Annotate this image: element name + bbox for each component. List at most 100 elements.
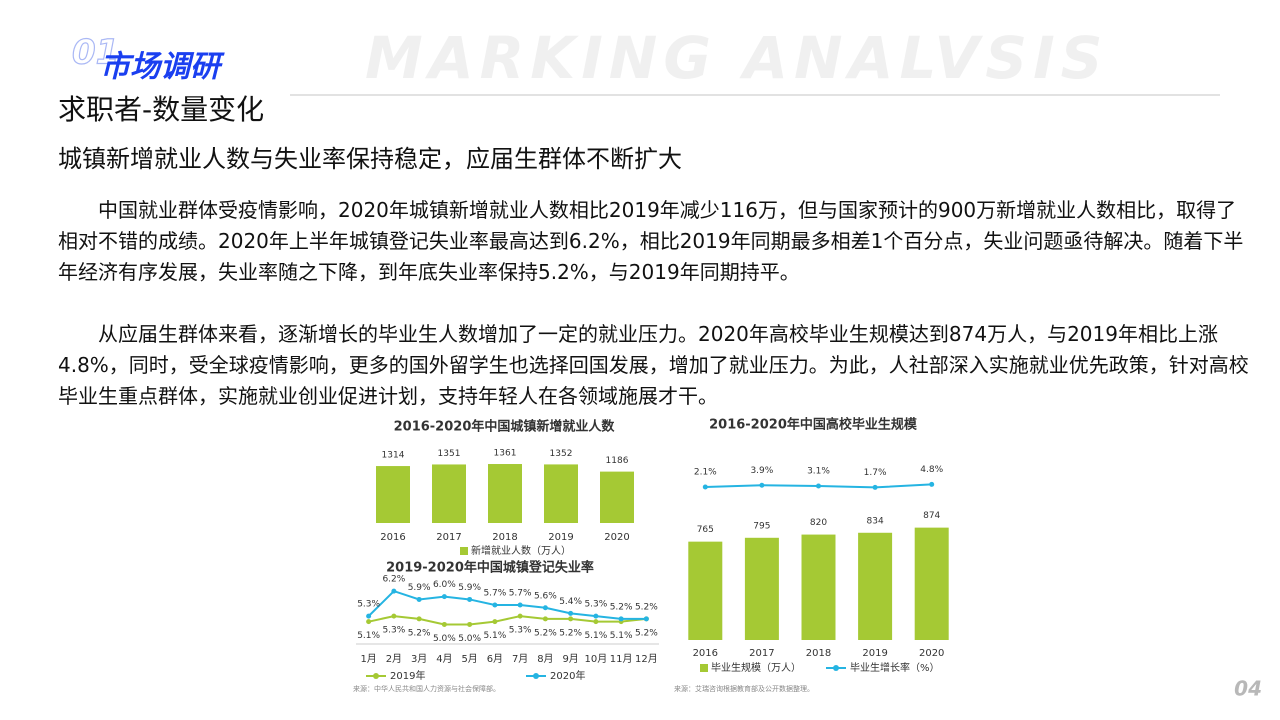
bar [914, 527, 949, 640]
data-label: 5.3% [584, 600, 607, 610]
data-label: 765 [697, 525, 714, 535]
point [517, 602, 523, 608]
data-label: 5.3% [382, 626, 405, 636]
x-tick-label: 2018 [492, 532, 517, 543]
line [368, 615, 647, 626]
data-label: 1361 [494, 449, 517, 459]
data-label: 5.2% [610, 602, 633, 612]
data-label: 5.3% [357, 600, 380, 610]
section-title: 市场调研 [100, 50, 225, 85]
point [517, 613, 523, 619]
data-label: 5.7% [509, 589, 532, 599]
data-label: 5.1% [584, 631, 607, 641]
source-note: 来源：艾瑞咨询根据教育部及公开数据整理。 [674, 684, 814, 693]
data-label: 5.2% [635, 602, 658, 612]
data-label: 5.2% [559, 628, 582, 638]
point [929, 481, 935, 487]
x-tick-label: 2017 [436, 532, 461, 543]
point [366, 619, 372, 625]
data-label: 6.2% [382, 575, 405, 585]
slide-subtitle: 城镇新增就业人数与失业率保持稳定，应届生群体不断扩大 [58, 145, 682, 173]
data-label: 5.0% [433, 634, 456, 644]
legend-dot [373, 673, 379, 679]
legend-label: 毕业生增长率（%） [850, 661, 940, 674]
legend-label: 2019年 [390, 669, 425, 682]
data-label: 5.6% [534, 591, 557, 601]
x-tick-label: 2019 [862, 648, 887, 659]
point [568, 610, 574, 616]
x-tick-label: 5月 [461, 653, 477, 665]
data-label: 5.2% [534, 628, 557, 638]
data-label: 1314 [382, 451, 405, 461]
point [568, 616, 574, 622]
data-label: 5.9% [408, 583, 431, 593]
data-label: 5.1% [357, 631, 380, 641]
data-label: 795 [753, 521, 770, 531]
bar [544, 464, 578, 523]
data-label: 5.0% [458, 634, 481, 644]
data-label: 4.8% [920, 465, 943, 475]
point [542, 605, 548, 611]
legend-dot [833, 665, 839, 671]
page-number: 04 [1234, 677, 1262, 701]
data-label: 834 [867, 516, 884, 526]
legend-swatch [700, 664, 708, 672]
paragraph: 从应届生群体来看，逐渐增长的毕业生人数增加了一定的就业压力。2020年高校毕业生… [58, 322, 1249, 408]
bar [688, 541, 723, 640]
slide-title: 求职者-数量变化 [58, 93, 264, 126]
x-tick-label: 10月 [585, 653, 608, 665]
data-label: 3.9% [750, 466, 773, 476]
x-tick-label: 9月 [562, 653, 578, 665]
point [441, 621, 447, 627]
legend-label: 毕业生规模（万人） [711, 661, 801, 674]
x-tick-label: 2020 [604, 532, 629, 543]
bar [376, 466, 410, 523]
point [643, 616, 649, 622]
point [492, 619, 498, 625]
bar [600, 471, 634, 523]
data-label: 1.7% [864, 468, 887, 478]
point [441, 594, 447, 600]
point [872, 484, 878, 490]
x-tick-label: 2月 [386, 653, 402, 665]
data-label: 5.4% [559, 597, 582, 607]
point [593, 619, 599, 625]
x-tick-label: 2016 [693, 648, 718, 659]
point [467, 596, 473, 602]
data-label: 820 [810, 518, 827, 528]
point [542, 616, 548, 622]
point [593, 613, 599, 619]
x-tick-label: 8月 [537, 653, 553, 665]
data-label: 5.1% [483, 631, 506, 641]
legend-label: 新增就业人数（万人） [471, 544, 571, 557]
data-label: 874 [923, 511, 940, 521]
x-tick-label: 11月 [610, 653, 633, 665]
data-label: 2.1% [694, 468, 717, 478]
x-tick-label: 2016 [380, 532, 405, 543]
x-tick-label: 2017 [749, 648, 774, 659]
data-label: 5.2% [635, 628, 658, 638]
line [367, 589, 647, 620]
x-tick-label: 3月 [411, 653, 427, 665]
data-label: 5.7% [483, 589, 506, 599]
point [816, 483, 821, 489]
data-label: 1352 [550, 449, 573, 459]
point [391, 613, 397, 619]
legend-dot [533, 673, 539, 679]
chart-title: 2016-2020年中国城镇新增就业人数 [394, 419, 616, 435]
x-tick-label: 7月 [512, 653, 528, 665]
data-label: 1351 [438, 449, 461, 459]
point [467, 621, 473, 627]
data-label: 1186 [606, 456, 629, 466]
chart-title: 2019-2020年中国城镇登记失业率 [386, 560, 594, 576]
point [391, 588, 397, 594]
legend-label: 2020年 [550, 669, 585, 682]
bar [801, 534, 836, 640]
data-label: 6.0% [433, 580, 456, 590]
data-label: 5.3% [509, 626, 532, 636]
data-label: 5.9% [458, 583, 481, 593]
watermark: MARKING ANALVSIS [365, 24, 1108, 92]
bar [858, 532, 893, 640]
